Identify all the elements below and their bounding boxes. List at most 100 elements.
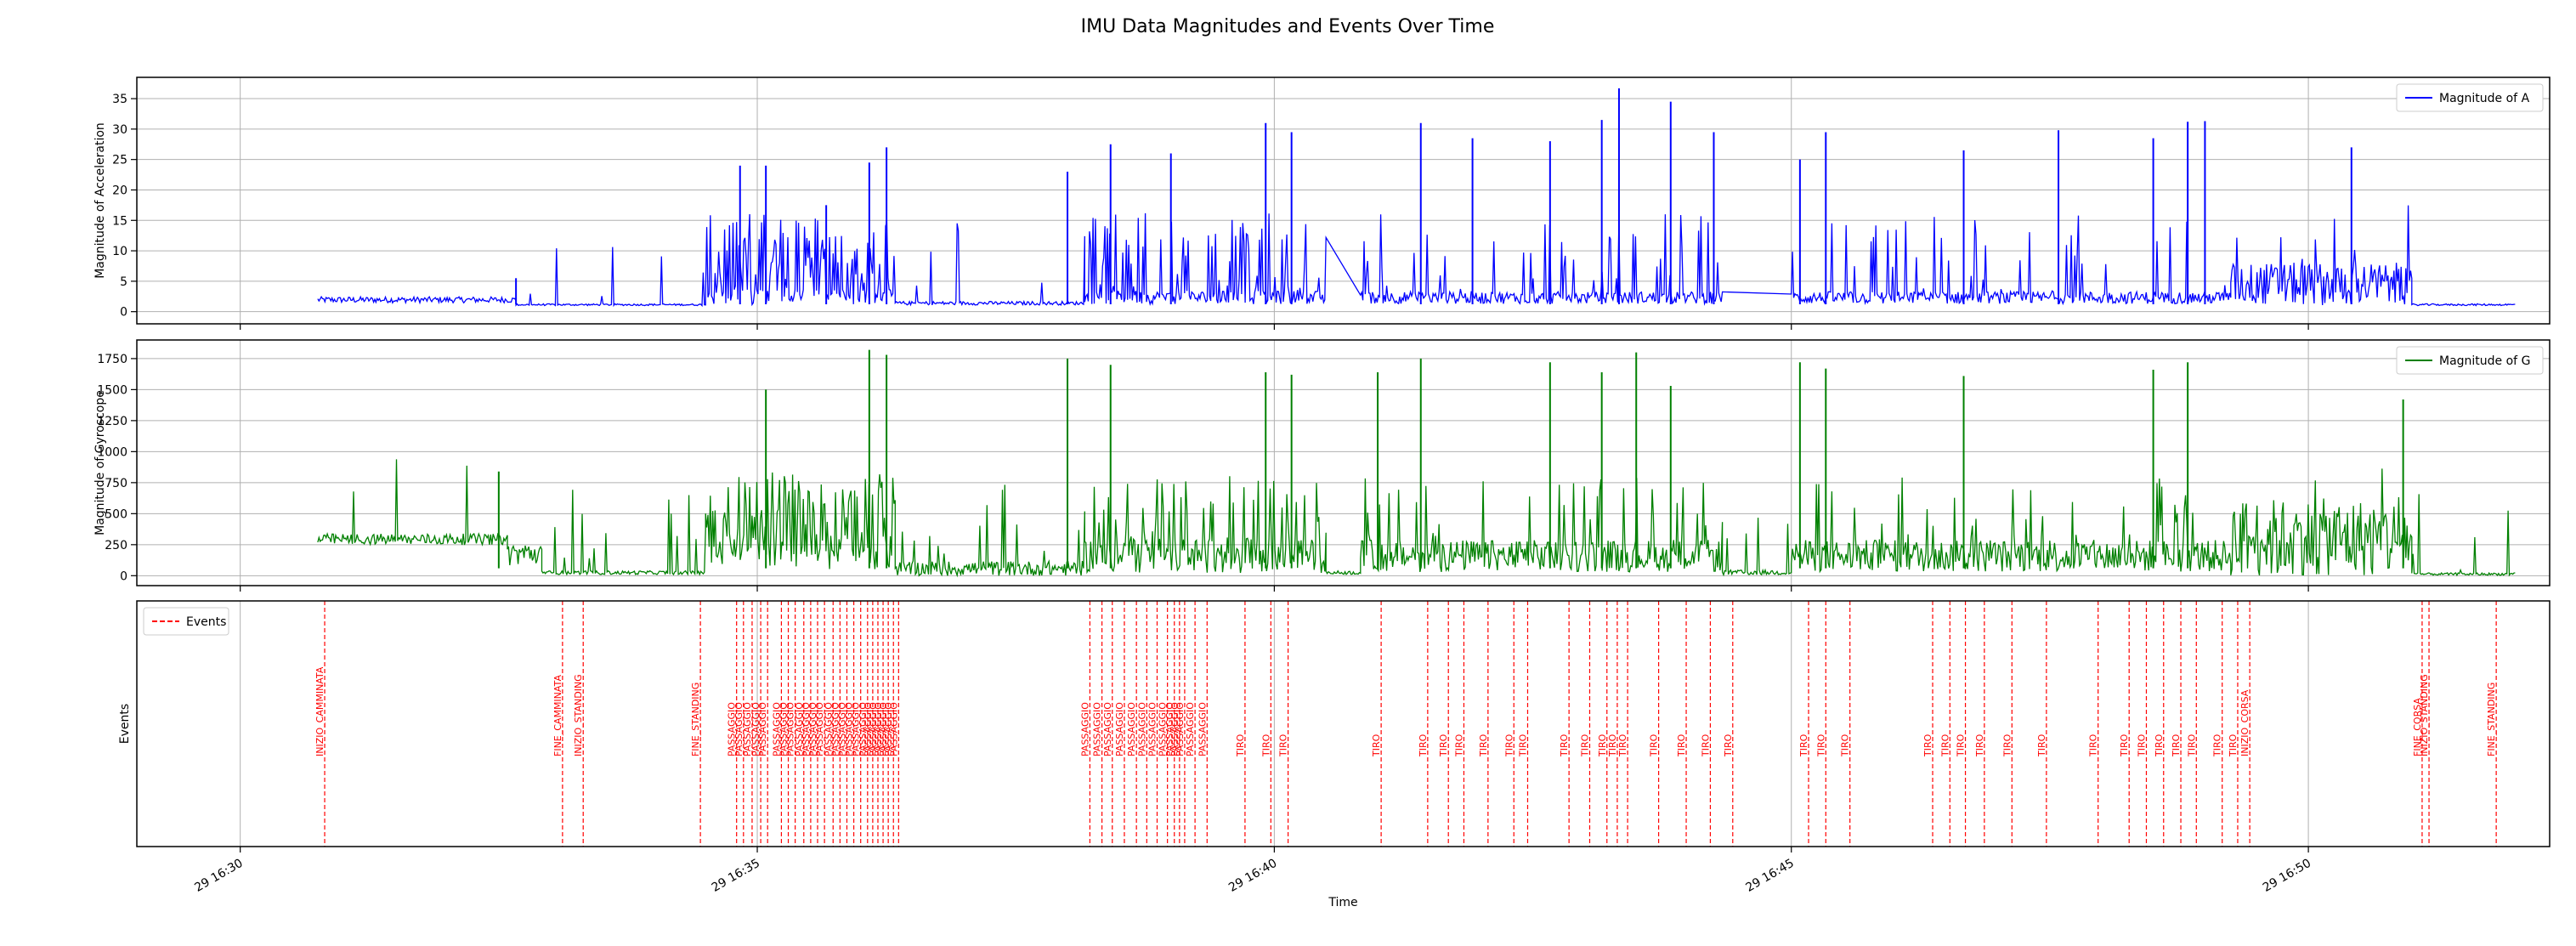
event-label-73: TIRO [2171,734,2182,757]
gyro-y-tick-label-0: 0 [120,569,127,583]
event-label-78: FINE_CORSA [2412,698,2423,756]
gyro-series-line [317,459,2516,578]
event-label-46: TIRO [1438,734,1449,757]
event-label-22: PASSAGGIO [863,702,874,756]
event-label-8: PASSAGGIO [757,702,768,756]
events-axes-frame [136,600,2551,847]
gyro-y-tick-label-3: 750 [105,477,127,490]
event-label-18: PASSAGGIO [836,702,847,756]
gyroscope-y-ticks: 0 250 500 750 1000 1250 1500 1750 [97,353,137,583]
event-label-64: TIRO [1939,734,1950,757]
accel-series-line [317,205,2516,308]
event-label-48: TIRO [1478,734,1489,757]
event-label-77: INIZIO_CORSA [2239,689,2250,756]
event-label-45: TIRO [1418,734,1429,757]
event-label-16: PASSAGGIO [823,702,834,756]
event-label-66: TIRO [1974,734,1985,757]
events-grid [240,601,2309,847]
events-legend-label: Events [186,615,226,629]
event-label-0: INIZIO_CAMMINATA [314,666,326,756]
event-label-19: PASSAGGIO [844,702,855,756]
event-label-14: PASSAGGIO [807,702,818,756]
event-label-55: TIRO [1617,734,1628,757]
event-label-68: TIRO [2036,734,2047,757]
event-label-43: TIRO [1278,734,1289,757]
event-label-39: PASSAGGIO [1185,702,1196,756]
event-label-35: PASSAGGIO [1158,702,1169,756]
event-label-70: TIRO [2119,734,2130,757]
accel-y-tick-label-6: 30 [112,123,127,137]
event-label-50: TIRO [1517,734,1528,757]
event-label-53: TIRO [1597,734,1608,757]
event-label-7: PASSAGGIO [750,702,761,756]
gyro-y-tick-label-7: 1750 [97,353,127,366]
event-label-33: PASSAGGIO [1136,702,1147,756]
gyroscope-panel: 0 250 500 750 1000 1250 1500 1750 Magnitude of … [93,339,2551,592]
event-label-32: PASSAGGIO [1126,702,1137,756]
event-label-15: PASSAGGIO [814,702,825,756]
event-label-42: TIRO [1260,734,1271,757]
event-label-47: TIRO [1453,734,1464,757]
acceleration-grid [137,77,2550,324]
gyroscope-legend-label: Magnitude of G [2439,354,2530,368]
event-label-29: PASSAGGIO [1092,702,1103,756]
accel-y-tick-label-5: 25 [112,154,127,167]
events-panel: INIZIO_CAMMINATA FINE_CAMMINATA INIZIO_STA… [118,600,2551,909]
accel-y-tick-label-0: 0 [120,306,127,320]
event-label-1: FINE_CAMMINATA [552,675,563,756]
event-label-76: TIRO [2228,734,2239,757]
event-label-20: PASSAGGIO [851,702,862,756]
gyroscope-x-ticks [240,586,2309,592]
gyroscope-legend: Magnitude of G [2396,346,2544,375]
event-label-13: PASSAGGIO [801,702,812,756]
event-label-27: PASSAGGIO [888,702,899,756]
acceleration-legend-box [2396,83,2544,112]
gyro-y-tick-label-5: 1250 [97,415,127,428]
accel-y-tick-label-7: 35 [112,93,127,106]
gyro-y-tick-label-6: 1500 [97,383,127,397]
acceleration-x-ticks [240,324,2309,330]
event-label-30: PASSAGGIO [1102,702,1113,756]
event-label-41: TIRO [1235,734,1246,757]
accel-y-tick-label-1: 5 [120,275,127,289]
x-axis-label: Time [1328,896,1357,909]
gyroscope-axes-frame [136,339,2551,586]
event-label-17: PASSAGGIO [829,702,841,756]
event-label-58: TIRO [1700,734,1711,757]
event-label-60: TIRO [1798,734,1809,757]
event-label-62: TIRO [1840,734,1851,757]
event-label-72: TIRO [2154,734,2165,757]
gyroscope-grid [137,340,2550,586]
event-label-9: PASSAGGIO [771,702,782,756]
event-label-56: TIRO [1649,734,1660,757]
accel-y-tick-label-2: 10 [112,245,127,258]
gyro-y-tick-label-1: 250 [105,539,127,552]
event-label-26: PASSAGGIO [883,702,894,756]
event-label-37: PASSAGGIO [1169,702,1180,756]
event-label-12: PASSAGGIO [794,702,805,756]
event-label-67: TIRO [2001,734,2013,757]
acceleration-y-axis-label: Magnitude of Acceleration [93,122,107,279]
event-label-79: INIZIO_STANDING [2419,674,2430,756]
accel-y-tick-label-3: 15 [112,214,127,228]
acceleration-panel: 0 5 10 15 20 25 30 35 Magnitude of Acceleration… [93,76,2551,330]
event-label-74: TIRO [2186,734,2197,757]
event-label-2: INIZIO_STANDING [573,674,584,756]
event-label-75: TIRO [2212,734,2223,757]
event-label-61: TIRO [1815,734,1826,757]
event-label-4: PASSAGGIO [727,702,738,756]
events-y-axis-label: Events [118,704,132,744]
event-label-3: FINE_STANDING [690,683,701,756]
event-label-49: TIRO [1503,734,1514,757]
acceleration-axes-frame [136,76,2551,325]
event-label-44: TIRO [1371,734,1382,757]
event-label-80: FINE_STANDING [2486,683,2497,756]
event-label-69: TIRO [2088,734,2099,757]
gyro-y-tick-label-2: 500 [105,507,127,521]
gyroscope-legend-box [2396,346,2544,375]
gyroscope-series [317,349,2516,578]
event-label-36: PASSAGGIO [1164,702,1175,756]
events-legend-box [143,607,229,636]
